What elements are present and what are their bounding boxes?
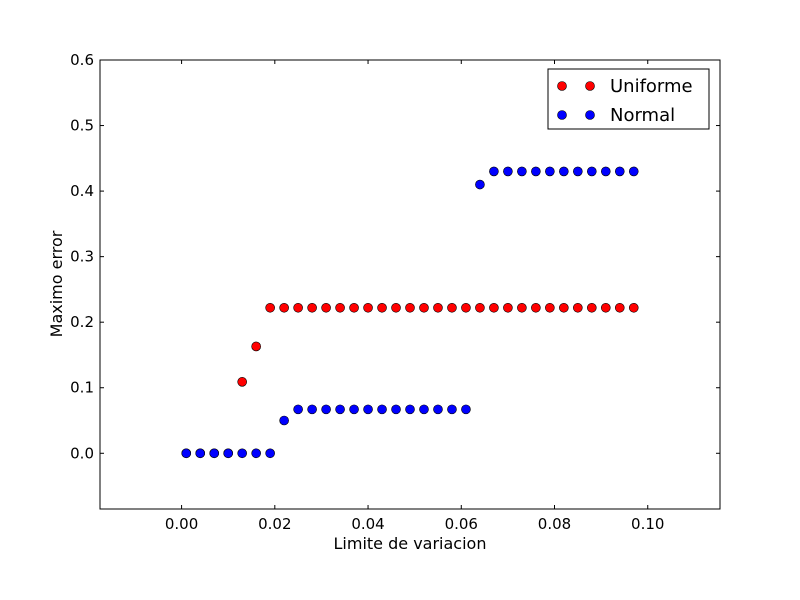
- legend-marker-uniforme: [585, 81, 595, 91]
- data-point-uniforme: [251, 341, 261, 352]
- data-point-uniforme: [628, 302, 639, 313]
- y-axis-label: Maximo error: [47, 230, 66, 337]
- data-point-uniforme: [321, 302, 331, 313]
- data-point-normal: [265, 448, 275, 459]
- data-point-uniforme: [363, 302, 373, 313]
- data-point-normal: [489, 166, 499, 177]
- data-point-normal: [349, 404, 359, 415]
- x-axis-label: Limite de variacion: [334, 534, 487, 553]
- data-point-uniforme: [600, 302, 611, 313]
- data-point-uniforme: [265, 302, 275, 313]
- data-point-normal: [405, 404, 415, 415]
- x-tick-label: 0.00: [165, 515, 198, 533]
- legend-label-normal: Normal: [610, 105, 675, 126]
- data-point-normal: [251, 448, 261, 459]
- data-point-normal: [559, 166, 569, 177]
- y-tick-label: 0.4: [70, 182, 94, 200]
- legend-marker-normal: [585, 110, 595, 120]
- data-point-uniforme: [475, 302, 485, 313]
- data-point-normal: [503, 166, 513, 177]
- data-points: [181, 166, 639, 459]
- data-point-uniforme: [503, 302, 513, 313]
- data-point-normal: [587, 166, 597, 177]
- axis-ticks: 0.00 0.02 0.04 0.06 0.08 0.10 0.0 0.1 0.2 0.3 0.4 0…: [70, 51, 720, 533]
- data-point-normal: [335, 404, 345, 415]
- y-tick-label: 0.1: [70, 379, 94, 397]
- data-point-uniforme: [349, 302, 359, 313]
- data-point-normal: [307, 404, 317, 415]
- legend-marker-normal: [557, 110, 567, 120]
- data-point-normal: [433, 404, 443, 415]
- legend-label-uniforme: Uniforme: [610, 76, 693, 97]
- data-point-uniforme: [489, 302, 499, 313]
- data-point-normal: [391, 404, 401, 415]
- data-point-uniforme: [433, 302, 443, 313]
- data-point-normal: [475, 179, 485, 190]
- data-point-normal: [628, 166, 639, 177]
- data-point-normal: [209, 448, 220, 459]
- data-point-normal: [419, 404, 429, 415]
- data-point-normal: [377, 404, 387, 415]
- y-tick-label: 0.2: [70, 313, 94, 331]
- data-point-normal: [195, 448, 206, 459]
- x-tick-label: 0.08: [538, 515, 571, 533]
- data-point-uniforme: [559, 302, 569, 313]
- legend-box: [547, 68, 710, 130]
- x-tick-label: 0.06: [445, 515, 478, 533]
- data-point-uniforme: [377, 302, 387, 313]
- data-point-normal: [545, 166, 555, 177]
- data-point-uniforme: [391, 302, 401, 313]
- legend: Uniforme Normal: [547, 68, 710, 130]
- data-point-uniforme: [531, 302, 541, 313]
- y-tick-label: 0.0: [70, 444, 94, 462]
- data-point-uniforme: [237, 377, 247, 387]
- data-point-normal: [517, 166, 527, 177]
- data-point-normal: [279, 415, 289, 426]
- data-point-uniforme: [573, 302, 583, 313]
- data-point-normal: [181, 448, 192, 459]
- axes-frame: [99, 59, 721, 510]
- data-point-normal: [573, 166, 583, 177]
- data-point-normal: [363, 404, 373, 415]
- y-tick-label: 0.5: [70, 117, 94, 135]
- x-tick-label: 0.04: [351, 515, 384, 533]
- data-point-uniforme: [614, 302, 625, 313]
- data-point-normal: [461, 404, 471, 415]
- data-point-uniforme: [405, 302, 415, 313]
- data-point-uniforme: [419, 302, 429, 313]
- data-point-uniforme: [307, 302, 317, 313]
- data-point-normal: [531, 166, 541, 177]
- data-point-normal: [614, 166, 625, 177]
- data-point-normal: [223, 448, 233, 459]
- data-point-uniforme: [587, 302, 597, 313]
- data-point-normal: [237, 448, 247, 459]
- y-tick-label: 0.3: [70, 248, 94, 266]
- data-point-uniforme: [293, 302, 303, 313]
- x-tick-label: 0.10: [631, 515, 664, 533]
- data-point-uniforme: [517, 302, 527, 313]
- data-point-normal: [321, 404, 331, 415]
- data-point-uniforme: [461, 302, 471, 313]
- data-point-uniforme: [447, 302, 457, 313]
- legend-marker-uniforme: [557, 81, 567, 91]
- data-point-uniforme: [335, 302, 345, 313]
- y-tick-label: 0.6: [70, 51, 94, 69]
- x-tick-label: 0.02: [258, 515, 291, 533]
- data-point-normal: [447, 404, 457, 415]
- data-point-normal: [600, 166, 611, 177]
- data-point-uniforme: [545, 302, 555, 313]
- data-point-normal: [293, 404, 303, 415]
- data-point-uniforme: [279, 302, 289, 313]
